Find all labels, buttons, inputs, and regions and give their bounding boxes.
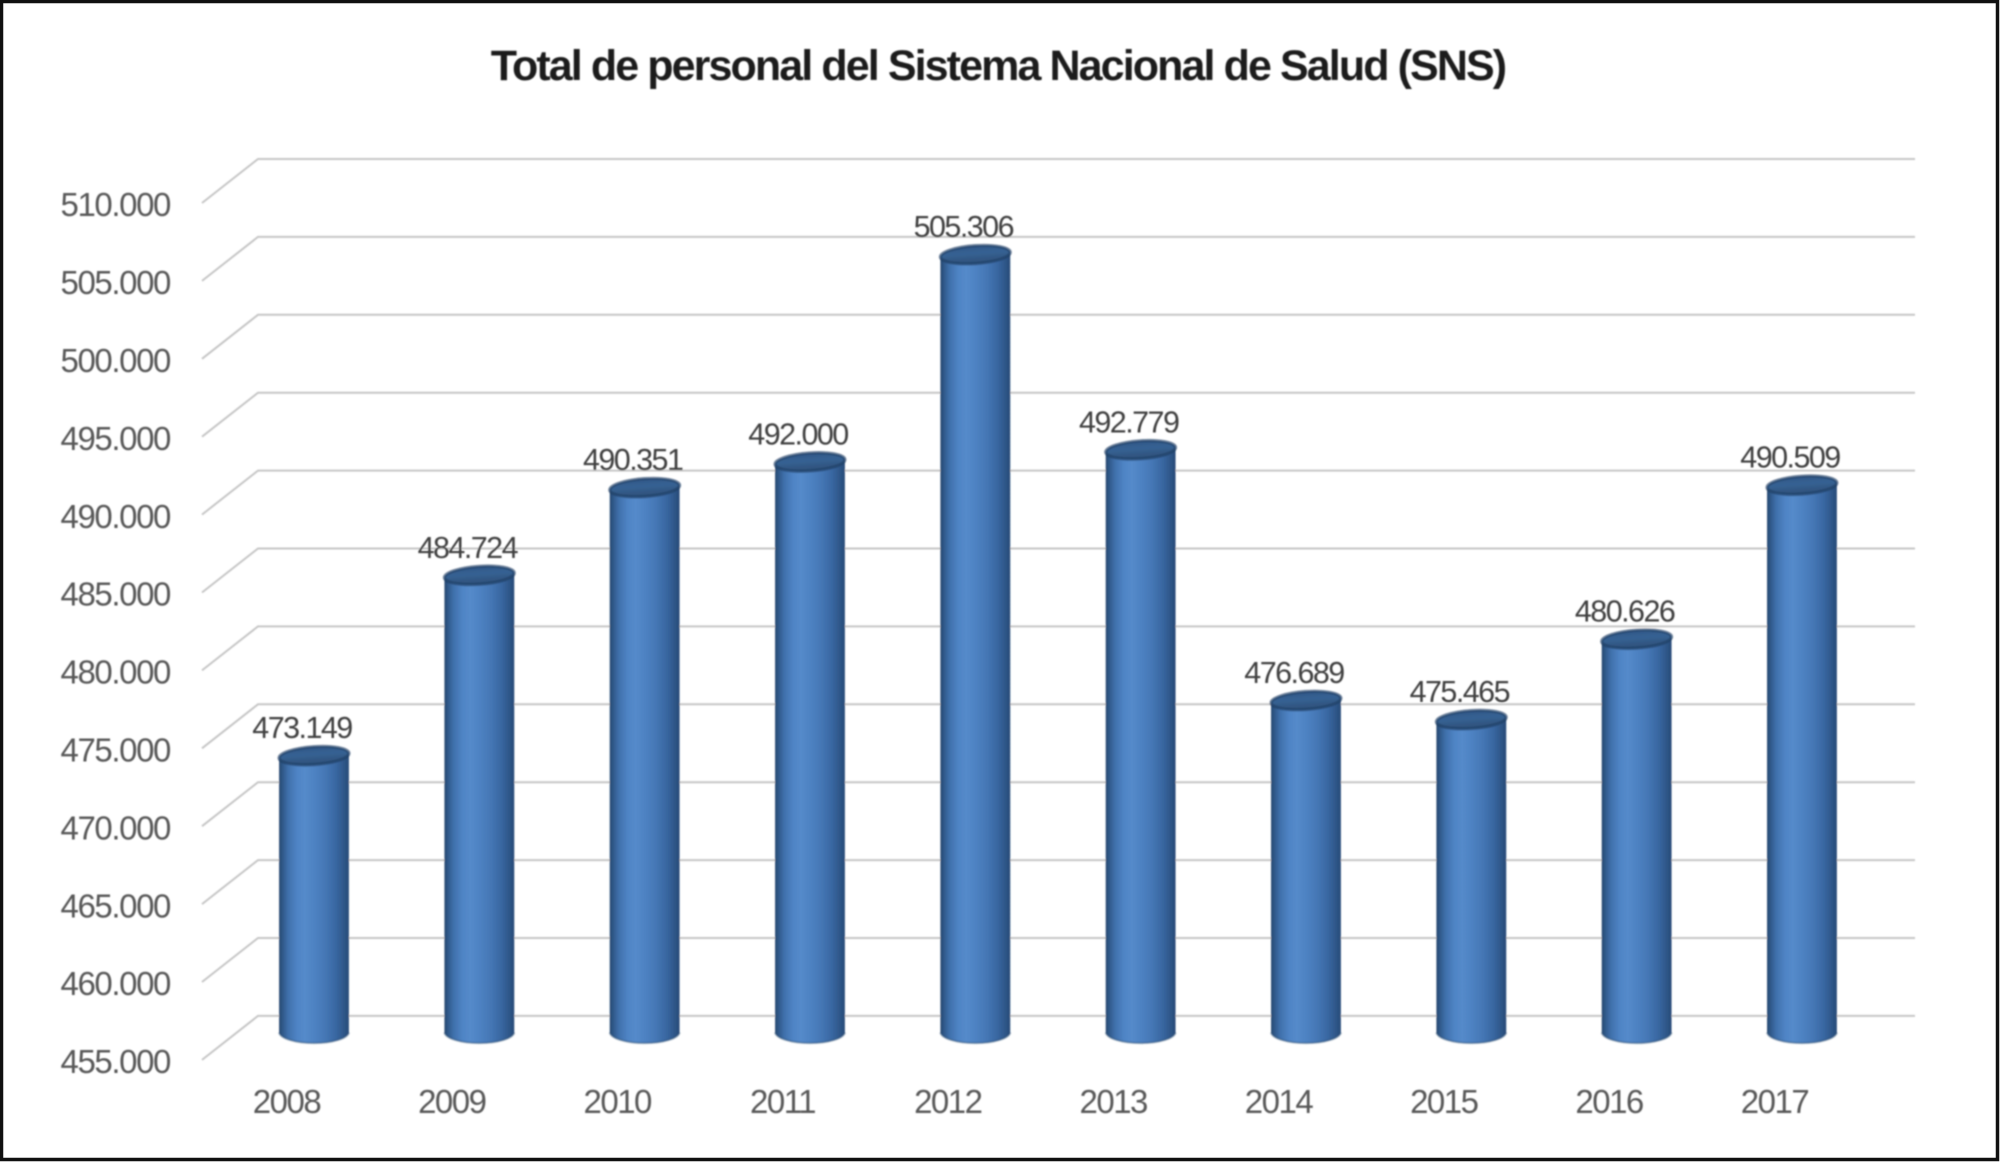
svg-text:2009: 2009: [418, 1083, 486, 1120]
svg-text:495.000: 495.000: [61, 420, 172, 457]
svg-text:2012: 2012: [914, 1083, 982, 1120]
svg-text:460.000: 460.000: [61, 965, 172, 1002]
svg-text:2010: 2010: [583, 1083, 652, 1120]
svg-text:492.000: 492.000: [748, 417, 848, 451]
svg-text:490.351: 490.351: [583, 443, 683, 477]
svg-text:480.000: 480.000: [61, 654, 172, 691]
svg-text:492.779: 492.779: [1079, 405, 1179, 439]
svg-text:2008: 2008: [253, 1083, 321, 1120]
svg-text:475.000: 475.000: [61, 732, 172, 769]
svg-text:2017: 2017: [1741, 1083, 1809, 1120]
svg-text:510.000: 510.000: [61, 186, 172, 223]
svg-text:465.000: 465.000: [61, 887, 172, 924]
svg-text:484.724: 484.724: [418, 531, 519, 565]
svg-text:2016: 2016: [1575, 1083, 1643, 1120]
svg-text:485.000: 485.000: [61, 576, 172, 613]
svg-text:2014: 2014: [1245, 1083, 1314, 1120]
svg-text:490.000: 490.000: [61, 498, 172, 535]
svg-text:505.306: 505.306: [914, 210, 1014, 244]
svg-text:475.465: 475.465: [1410, 675, 1510, 709]
svg-text:490.509: 490.509: [1740, 441, 1840, 475]
svg-text:476.689: 476.689: [1244, 656, 1344, 690]
svg-text:500.000: 500.000: [61, 342, 172, 379]
svg-text:473.149: 473.149: [252, 711, 352, 745]
svg-text:470.000: 470.000: [61, 809, 172, 846]
svg-text:2015: 2015: [1410, 1083, 1478, 1120]
svg-text:2011: 2011: [750, 1083, 815, 1120]
svg-text:505.000: 505.000: [61, 264, 172, 301]
svg-text:Total de personal del Sistema: Total de personal del Sistema Nacional d…: [491, 42, 1506, 90]
svg-text:480.626: 480.626: [1575, 595, 1675, 629]
svg-text:2013: 2013: [1079, 1083, 1147, 1120]
svg-text:455.000: 455.000: [61, 1043, 172, 1080]
